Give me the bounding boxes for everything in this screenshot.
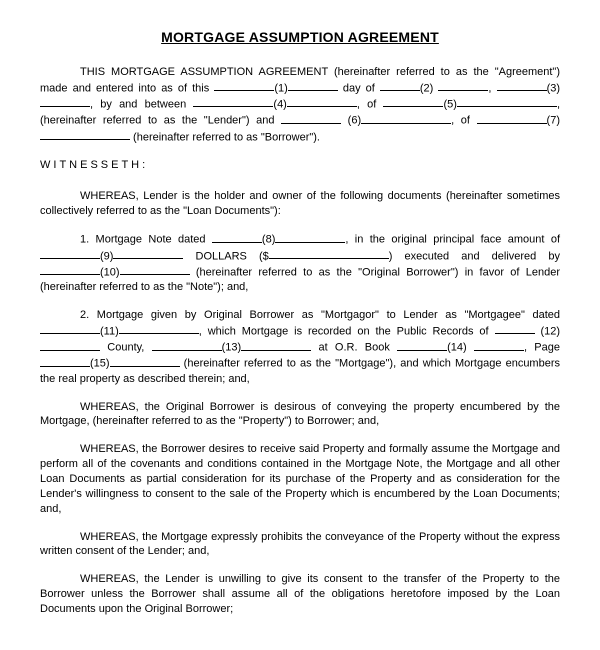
- blank-12[interactable]: [40, 339, 100, 350]
- blank-15b[interactable]: [110, 355, 180, 366]
- item-1: 1. Mortgage Note dated (8) , in the origi…: [40, 231, 560, 295]
- field-ref-5: (5): [443, 98, 456, 110]
- blank-9b[interactable]: [113, 248, 183, 259]
- item1-text-2: , in the original principal face amount …: [345, 234, 560, 246]
- blank-4b[interactable]: [287, 96, 357, 107]
- blank-13[interactable]: [152, 339, 222, 350]
- blank-2[interactable]: [380, 80, 420, 91]
- field-ref-3: (3): [547, 82, 560, 94]
- field-ref-12: (12): [540, 325, 560, 337]
- blank-11b[interactable]: [119, 323, 199, 334]
- item2-text-2: , which Mortgage is recorded on the Publ…: [199, 325, 495, 337]
- blank-dollars[interactable]: [269, 248, 389, 259]
- item-2: 2. Mortgage given by Original Borrower a…: [40, 308, 560, 387]
- field-ref-4: (4): [273, 98, 286, 110]
- blank-13b[interactable]: [241, 339, 311, 350]
- intro-text-8: (hereinafter referred to as "Borrower").: [130, 131, 320, 143]
- blank-10b[interactable]: [120, 264, 190, 275]
- field-ref-1: (1): [274, 82, 287, 94]
- blank-1b[interactable]: [288, 80, 338, 91]
- field-ref-13: (13): [222, 342, 242, 354]
- document-title: MORTGAGE ASSUMPTION AGREEMENT: [40, 28, 560, 47]
- field-ref-15: (15): [90, 358, 110, 370]
- document-page: MORTGAGE ASSUMPTION AGREEMENT THIS MORTG…: [0, 0, 600, 650]
- item2-text-3: County,: [100, 342, 152, 354]
- blank-3b[interactable]: [40, 96, 90, 107]
- intro-text-4: , by and between: [90, 98, 193, 110]
- blank-2b[interactable]: [438, 80, 488, 91]
- field-ref-10: (10): [100, 266, 120, 278]
- blank-14[interactable]: [397, 339, 447, 350]
- witnesseth-heading: WITNESSETH:: [40, 158, 560, 173]
- intro-text-2: day of: [338, 82, 380, 94]
- blank-7b[interactable]: [40, 129, 130, 140]
- blank-5[interactable]: [383, 96, 443, 107]
- whereas-3: WHEREAS, the Borrower desires to receive…: [40, 442, 560, 516]
- whereas-4: WHEREAS, the Mortgage expressly prohibit…: [40, 530, 560, 560]
- blank-14b[interactable]: [474, 339, 524, 350]
- blank-1[interactable]: [214, 80, 274, 91]
- blank-4[interactable]: [193, 96, 273, 107]
- item1-text-3: DOLLARS ($: [183, 250, 268, 262]
- field-ref-2: (2): [420, 82, 433, 94]
- blank-6b[interactable]: [361, 112, 451, 123]
- blank-10[interactable]: [40, 264, 100, 275]
- field-ref-14: (14): [447, 342, 467, 354]
- field-ref-6: (6): [348, 115, 361, 127]
- field-ref-7: (7): [547, 115, 560, 127]
- item1-text-1: 1. Mortgage Note dated: [80, 234, 212, 246]
- item2-text-4: at O.R. Book: [311, 342, 397, 354]
- whereas-5: WHEREAS, the Lender is unwilling to give…: [40, 572, 560, 617]
- whereas-2: WHEREAS, the Original Borrower is desiro…: [40, 400, 560, 430]
- blank-7[interactable]: [477, 112, 547, 123]
- item2-text-5: , Page: [524, 342, 560, 354]
- blank-15[interactable]: [40, 355, 90, 366]
- blank-8[interactable]: [212, 231, 262, 242]
- item1-text-4: ) executed and delivered by: [389, 250, 560, 262]
- whereas-1: WHEREAS, Lender is the holder and owner …: [40, 189, 560, 219]
- blank-6[interactable]: [281, 112, 341, 123]
- blank-8b[interactable]: [275, 231, 345, 242]
- intro-text-7: , of: [451, 115, 476, 127]
- blank-5b[interactable]: [457, 96, 557, 107]
- blank-3[interactable]: [497, 80, 547, 91]
- intro-text-5: , of: [357, 98, 384, 110]
- field-ref-9: (9): [100, 250, 113, 262]
- blank-12pre[interactable]: [495, 323, 535, 334]
- blank-11[interactable]: [40, 323, 100, 334]
- intro-text-3: ,: [488, 82, 496, 94]
- field-ref-8: (8): [262, 234, 275, 246]
- field-ref-11: (11): [100, 325, 119, 337]
- blank-9[interactable]: [40, 248, 100, 259]
- item2-text-1: 2. Mortgage given by Original Borrower a…: [80, 309, 560, 321]
- intro-paragraph: THIS MORTGAGE ASSUMPTION AGREEMENT (here…: [40, 65, 560, 145]
